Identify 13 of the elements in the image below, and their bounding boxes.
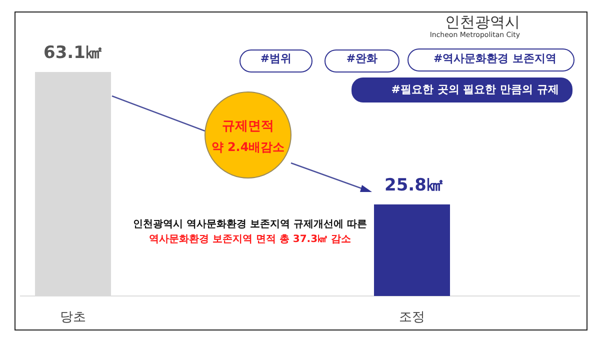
annotation: #필요한 곳의 필요한 만큼의 규제 [391, 83, 559, 96]
text: #범위 [260, 52, 292, 65]
text: 인천광역시 [445, 13, 520, 31]
data-label: 63.1㎢ [44, 43, 102, 63]
text: #역사문화환경 보존지역 [433, 52, 557, 65]
x-tick-label: 조정 [399, 310, 425, 325]
data-label: 25.8㎢ [384, 175, 444, 196]
annotation: 역사문화환경 보존지역 면적 총 37.3㎢ 감소 [148, 234, 352, 245]
text: #완화 [346, 52, 378, 65]
x-tick-label: 당초 [60, 310, 86, 325]
annotation: 약 2.4배감소 [211, 140, 285, 154]
annotation: 규제면적 [222, 119, 274, 134]
annotation: 인천광역시 역사문화환경 보존지역 규제개선에 따른 [133, 219, 367, 230]
